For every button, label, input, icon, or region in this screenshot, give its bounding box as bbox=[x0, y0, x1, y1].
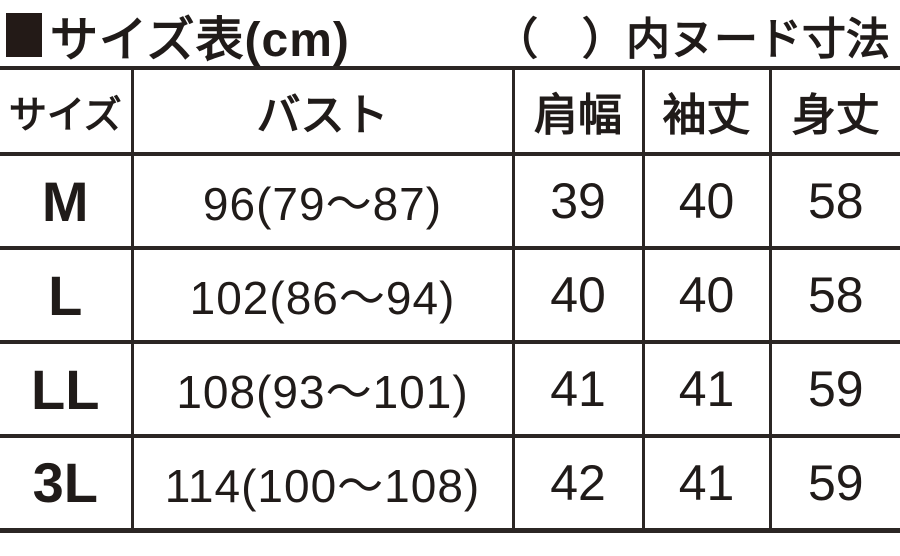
page-title: サイズ表(cm) bbox=[50, 14, 350, 67]
cell-shoulder-width: 39 bbox=[511, 152, 643, 248]
cell-size: L bbox=[0, 246, 132, 342]
cell-body-length: 58 bbox=[768, 246, 900, 342]
col-header-size: サイズ bbox=[8, 94, 122, 137]
title-group: サイズ表(cm) bbox=[6, 0, 350, 70]
cell-shoulder-width: 41 bbox=[511, 340, 643, 436]
cell-body-length: 59 bbox=[768, 434, 900, 530]
cell-sleeve-length: 41 bbox=[641, 340, 770, 436]
cell-bust: 96(79〜87) bbox=[130, 152, 513, 248]
cell-size: 3L bbox=[0, 434, 132, 530]
cell-sleeve-length: 41 bbox=[641, 434, 770, 530]
size-table: サイズ バスト 肩幅 袖丈 身丈 M 96(79〜87) 39 40 58 L … bbox=[0, 66, 900, 533]
cell-shoulder-width: 40 bbox=[511, 246, 643, 342]
title-bar: サイズ表(cm) （ ）内ヌード寸法 bbox=[0, 0, 900, 67]
table-row-m: M 96(79〜87) 39 40 58 bbox=[0, 152, 900, 248]
table-row-l: L 102(86〜94) 40 40 58 bbox=[0, 246, 900, 342]
cell-size: LL bbox=[0, 340, 132, 436]
col-header-bust: バスト bbox=[130, 68, 513, 154]
cell-sleeve-length: 40 bbox=[641, 246, 770, 342]
cell-body-length: 58 bbox=[768, 152, 900, 248]
cell-shoulder-width: 42 bbox=[511, 434, 643, 530]
col-header-body-length: 身丈 bbox=[768, 68, 900, 154]
black-square-icon bbox=[6, 13, 42, 57]
cell-bust: 108(93〜101) bbox=[130, 340, 513, 436]
table-row-3l: 3L 114(100〜108) 42 41 59 bbox=[0, 434, 900, 530]
table-row-ll: LL 108(93〜101) 41 41 59 bbox=[0, 340, 900, 436]
header-row: サイズ バスト 肩幅 袖丈 身丈 bbox=[0, 68, 900, 154]
cell-size: M bbox=[0, 152, 132, 248]
cell-bust: 114(100〜108) bbox=[130, 434, 513, 530]
col-header-shoulder-width: 肩幅 bbox=[511, 68, 643, 154]
cell-sleeve-length: 40 bbox=[641, 152, 770, 248]
cell-body-length: 59 bbox=[768, 340, 900, 436]
cell-bust: 102(86〜94) bbox=[130, 246, 513, 342]
col-header-sleeve-length: 袖丈 bbox=[641, 68, 770, 154]
nude-size-note: （ ）内ヌード寸法 bbox=[494, 15, 890, 64]
